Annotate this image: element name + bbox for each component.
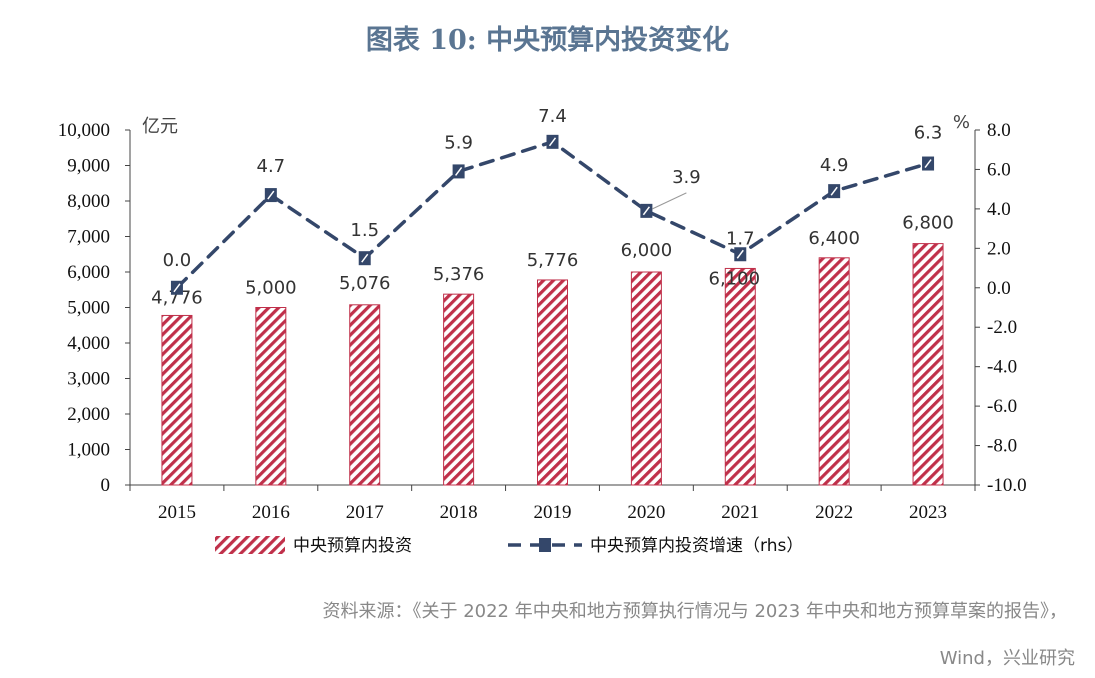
y-right-tick-label: -8.0 [987, 436, 1017, 457]
bar-data-label: 5,000 [245, 278, 297, 299]
bar [818, 257, 850, 486]
bar-data-label: 6,400 [808, 228, 860, 249]
y-left-unit: 亿元 [142, 116, 178, 137]
growth-marker-stripe [361, 253, 369, 263]
legend-bar-swatch [215, 536, 285, 554]
bar [161, 314, 193, 486]
y-right-tick-label: 8.0 [987, 120, 1011, 141]
y-left-tick-label: 9,000 [67, 156, 110, 177]
growth-data-label: 5.9 [444, 132, 473, 153]
x-tick-label: 2018 [440, 502, 478, 523]
growth-data-label: 0.0 [163, 250, 192, 271]
y-right-tick-label: -6.0 [987, 396, 1017, 417]
y-right-tick-label: 4.0 [987, 199, 1011, 220]
growth-marker-stripe [642, 206, 650, 216]
growth-data-label: 6.3 [914, 123, 943, 144]
y-left-tick-label: 1,000 [67, 440, 110, 461]
y-right-tick-label: 0.0 [987, 278, 1011, 299]
legend-line-marker [539, 538, 551, 552]
source-note: 资料来源：《关于 2022 年中央和地方预算执行情况与 2023 年中央和地方预… [322, 601, 1067, 622]
y-left-tick-label: 10,000 [58, 120, 110, 141]
legend-bar-label: 中央预算内投资 [293, 536, 412, 556]
y-right-tick-label: 6.0 [987, 159, 1011, 180]
bar [537, 279, 568, 486]
y-left-tick-label: 8,000 [67, 191, 110, 212]
growth-data-label: 1.7 [726, 228, 755, 249]
y-right-unit: % [953, 112, 970, 133]
x-tick-label: 2023 [909, 502, 947, 523]
bar-data-label: 5,376 [433, 264, 485, 285]
y-left-tick-label: 3,000 [67, 369, 110, 390]
legend: 中央预算内投资 中央预算内投资增速（rhs） [215, 536, 803, 556]
y-right-tick-label: 2.0 [987, 238, 1011, 259]
bar [255, 307, 287, 486]
growth-marker-stripe [924, 159, 932, 168]
bar-data-label: 4,776 [151, 287, 203, 308]
y-left-tick-label: 4,000 [67, 333, 110, 354]
x-tick-label: 2019 [534, 502, 572, 523]
label-leader-line [652, 192, 687, 210]
growth-marker-stripe [548, 137, 557, 147]
growth-marker-stripe [830, 186, 838, 196]
plot-area: 0 1,000 2,000 3,000 4,000 5,000 6,000 7,000 8,00… [58, 106, 1027, 523]
growth-marker-stripe [173, 283, 181, 293]
y-left-tick-label: 6,000 [67, 262, 110, 283]
bar [349, 304, 381, 486]
source-note-2: Wind，兴业研究 [939, 648, 1075, 669]
legend-line-label: 中央预算内投资增速（rhs） [590, 536, 803, 556]
growth-data-label: 3.9 [672, 167, 701, 188]
x-tick-label: 2016 [252, 502, 290, 523]
y-left-tick-label: 7,000 [67, 227, 110, 248]
bar-data-label: 6,800 [902, 213, 954, 234]
y-left-tick-label: 2,000 [67, 404, 110, 425]
bar-data-label: 5,776 [527, 250, 579, 271]
x-tick-label: 2021 [721, 502, 759, 523]
y-right-tick-label: -2.0 [987, 317, 1017, 338]
bar [630, 271, 662, 486]
x-tick-label: 2022 [815, 502, 853, 523]
bar-data-label: 6,000 [621, 240, 673, 261]
bar-data-label: 5,076 [339, 273, 391, 294]
y-left-tick-label: 0 [101, 475, 111, 496]
bar-data-label: 6,100 [709, 268, 761, 289]
bar [912, 243, 944, 486]
growth-data-label: 7.4 [538, 106, 567, 127]
growth-data-label: 4.7 [257, 156, 286, 177]
x-tick-label: 2017 [346, 502, 384, 523]
bar [443, 293, 475, 486]
growth-data-label: 4.9 [820, 155, 849, 176]
growth-data-label: 1.5 [350, 220, 379, 241]
bar [724, 267, 756, 486]
growth-marker-stripe [455, 166, 463, 176]
growth-marker-stripe [267, 190, 275, 200]
chart-title: 图表 10: 中央预算内投资变化 [365, 25, 730, 56]
y-right-tick-label: -4.0 [987, 357, 1017, 378]
x-tick-label: 2015 [158, 502, 196, 523]
y-left-tick-label: 5,000 [67, 298, 110, 319]
growth-marker-stripe [736, 249, 744, 259]
x-tick-label: 2020 [627, 502, 665, 523]
y-right-tick-label: -10.0 [987, 475, 1027, 496]
